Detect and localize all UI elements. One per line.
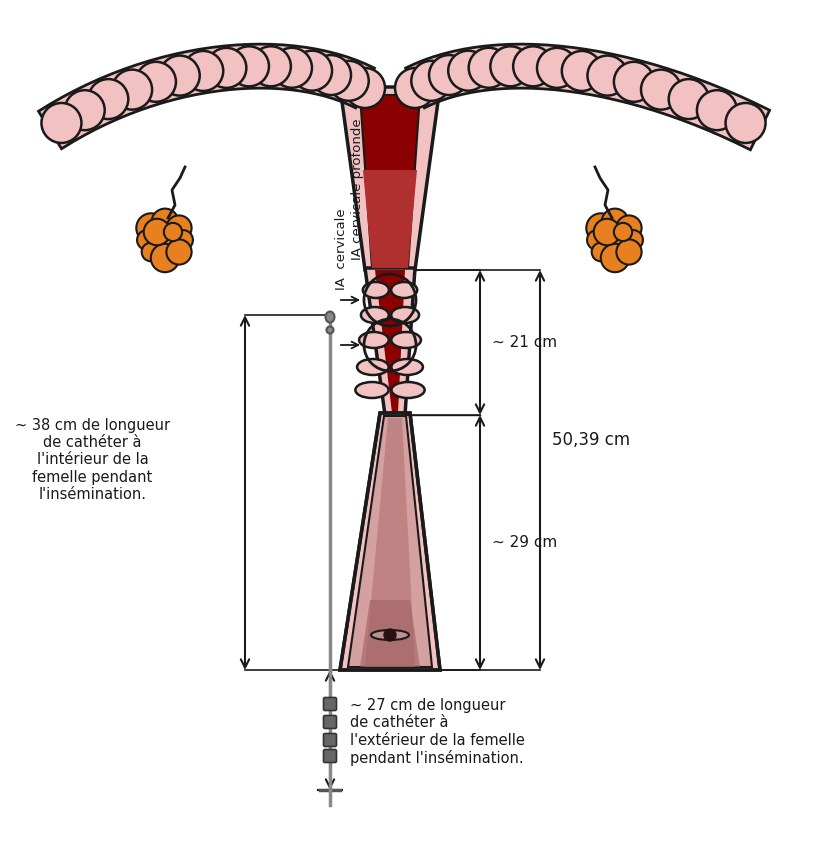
FancyBboxPatch shape (324, 698, 336, 711)
Polygon shape (364, 418, 414, 667)
Circle shape (173, 230, 192, 250)
Circle shape (696, 90, 736, 130)
Circle shape (395, 68, 434, 108)
Polygon shape (405, 44, 769, 150)
Polygon shape (340, 87, 440, 270)
Circle shape (42, 103, 81, 143)
Circle shape (292, 51, 332, 91)
Ellipse shape (326, 326, 333, 333)
Circle shape (600, 244, 628, 272)
Circle shape (725, 103, 765, 143)
Circle shape (160, 55, 200, 95)
Circle shape (448, 51, 487, 91)
Circle shape (513, 47, 553, 87)
Circle shape (88, 79, 128, 119)
Circle shape (310, 55, 351, 95)
Circle shape (142, 242, 161, 261)
Circle shape (164, 223, 182, 241)
Polygon shape (340, 413, 440, 670)
Circle shape (136, 62, 176, 102)
Ellipse shape (391, 282, 417, 298)
Text: 50,39 cm: 50,39 cm (551, 431, 629, 449)
Polygon shape (360, 95, 419, 268)
Ellipse shape (391, 332, 420, 348)
Polygon shape (363, 170, 417, 268)
Ellipse shape (355, 382, 388, 398)
Circle shape (586, 230, 606, 250)
Circle shape (591, 242, 609, 261)
FancyBboxPatch shape (324, 750, 336, 762)
Ellipse shape (370, 630, 409, 640)
Circle shape (622, 230, 642, 250)
Circle shape (152, 208, 179, 235)
Polygon shape (374, 270, 405, 413)
Text: IA  cervicale: IA cervicale (335, 208, 348, 290)
Circle shape (667, 79, 708, 119)
Circle shape (616, 215, 640, 241)
Circle shape (136, 213, 165, 243)
Text: ~ 27 cm de longueur
de cathéter à
l'extérieur de la femelle
pendant l'inséminati: ~ 27 cm de longueur de cathéter à l'exté… (350, 698, 524, 766)
Text: IA cervicale profonde: IA cervicale profonde (351, 118, 364, 260)
Circle shape (166, 215, 192, 241)
Circle shape (601, 208, 627, 235)
Circle shape (229, 47, 269, 87)
Ellipse shape (325, 311, 334, 322)
Circle shape (206, 48, 246, 88)
Circle shape (251, 46, 291, 87)
Circle shape (536, 48, 577, 88)
Circle shape (154, 229, 176, 252)
Circle shape (586, 55, 627, 95)
Polygon shape (360, 600, 419, 667)
Polygon shape (347, 416, 432, 667)
Text: ~ 29 cm: ~ 29 cm (491, 535, 557, 550)
Circle shape (112, 70, 152, 110)
Circle shape (166, 240, 192, 264)
Ellipse shape (391, 359, 423, 375)
Circle shape (561, 51, 601, 91)
Circle shape (137, 230, 156, 250)
Ellipse shape (391, 382, 424, 398)
Circle shape (65, 90, 105, 130)
Circle shape (345, 68, 385, 108)
Circle shape (428, 55, 468, 95)
Ellipse shape (362, 282, 388, 298)
Circle shape (328, 61, 369, 101)
Ellipse shape (359, 332, 388, 348)
Polygon shape (364, 268, 414, 415)
Circle shape (616, 240, 640, 264)
Ellipse shape (360, 307, 388, 323)
Ellipse shape (356, 359, 388, 375)
Circle shape (272, 48, 311, 88)
Circle shape (593, 218, 619, 246)
Text: ~ 21 cm: ~ 21 cm (491, 335, 556, 350)
Ellipse shape (391, 307, 419, 323)
Circle shape (490, 46, 530, 87)
Circle shape (613, 223, 631, 241)
FancyBboxPatch shape (324, 716, 336, 728)
Circle shape (183, 51, 223, 91)
Circle shape (640, 70, 680, 110)
Circle shape (613, 62, 653, 102)
Text: ~ 38 cm de longueur
de cathéter à
l'intérieur de la
femelle pendant
l'inséminati: ~ 38 cm de longueur de cathéter à l'inté… (15, 417, 170, 502)
Circle shape (383, 629, 396, 641)
Circle shape (603, 229, 626, 252)
FancyBboxPatch shape (324, 734, 336, 746)
Circle shape (151, 244, 179, 272)
Circle shape (586, 213, 615, 243)
Polygon shape (38, 44, 374, 149)
Circle shape (143, 218, 170, 246)
Circle shape (411, 61, 450, 101)
Circle shape (468, 48, 508, 88)
